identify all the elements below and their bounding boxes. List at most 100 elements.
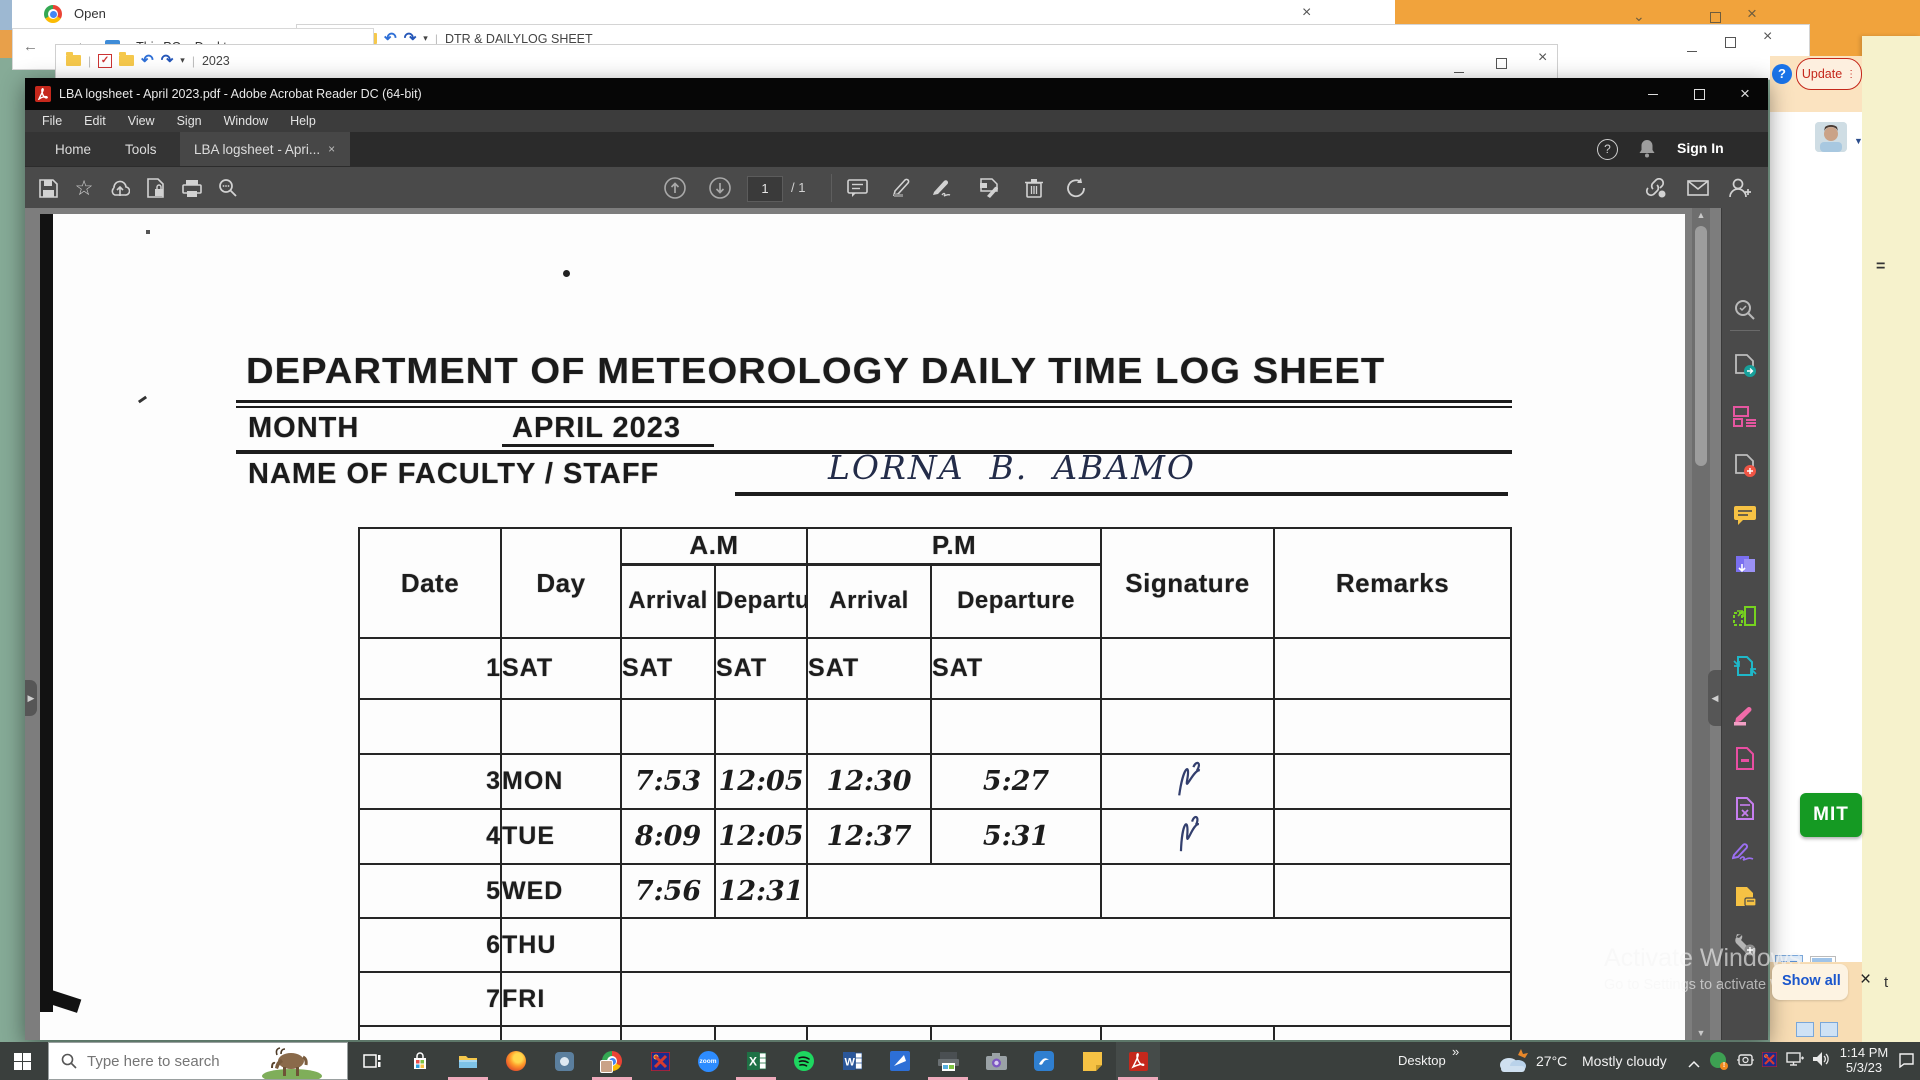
compress-pdf-icon[interactable]	[1722, 648, 1768, 684]
undo-icon[interactable]: ↶	[141, 52, 154, 69]
explorer-dtr-close-button[interactable]: ×	[1763, 28, 1773, 45]
acrobat-help-icon[interactable]: ?	[1597, 139, 1618, 160]
find-search-icon[interactable]	[1722, 292, 1768, 328]
scroll-up-icon[interactable]: ▲	[1696, 210, 1706, 220]
avatar-dropdown-caret-icon[interactable]: ▼	[1854, 136, 1863, 146]
acrobat-minimize-button[interactable]	[1630, 78, 1676, 110]
firefox-icon[interactable]	[494, 1042, 538, 1080]
tab-tools[interactable]: Tools	[125, 141, 157, 157]
sticky-notes-icon[interactable]	[1070, 1042, 1114, 1080]
weather-condition[interactable]: Mostly cloudy	[1582, 1053, 1667, 1069]
printer-scanner-icon[interactable]	[926, 1042, 970, 1080]
action-center-icon[interactable]	[1898, 1052, 1915, 1073]
snip-tray-icon[interactable]	[1737, 1052, 1754, 1073]
word-icon[interactable]: W	[830, 1042, 874, 1080]
menu-help[interactable]: Help	[290, 114, 316, 128]
export-pdf-icon[interactable]	[1722, 348, 1768, 384]
previous-page-icon[interactable]	[658, 167, 692, 209]
acrobat-close-button[interactable]: ×	[1740, 84, 1750, 103]
request-signature-person-icon[interactable]	[1723, 167, 1757, 209]
collapse-tools-pane-button[interactable]: ◀	[1708, 670, 1722, 726]
show-all-link[interactable]: Show all	[1782, 973, 1841, 989]
sign-pen-icon[interactable]	[1722, 834, 1768, 870]
orange-window-close-button[interactable]: ×	[1747, 4, 1757, 23]
chrome-close-button[interactable]: ×	[1302, 4, 1312, 21]
menu-file[interactable]: File	[42, 114, 63, 128]
microsoft-store-icon[interactable]	[398, 1042, 442, 1080]
photos-app-icon[interactable]	[542, 1042, 586, 1080]
submit-button-partial[interactable]: MIT	[1800, 793, 1862, 837]
excel-icon[interactable]: X	[734, 1042, 778, 1080]
show-desktop-label[interactable]: Desktop	[1398, 1053, 1446, 1068]
update-button[interactable]: Update ⋮	[1796, 58, 1862, 90]
expand-left-pane-button[interactable]: ▶	[25, 680, 37, 716]
chrome-profile-icon[interactable]	[590, 1042, 634, 1080]
qat-customize-caret-icon[interactable]: ▾	[180, 55, 185, 65]
orange-window-collapse-icon[interactable]: ⌄	[1633, 8, 1645, 24]
print-icon[interactable]	[175, 167, 209, 209]
undo-icon[interactable]: ↶	[384, 30, 397, 47]
create-pdf-icon[interactable]	[1722, 448, 1768, 484]
acrobat-maximize-button[interactable]	[1676, 78, 1722, 110]
spotify-icon[interactable]	[782, 1042, 826, 1080]
next-page-icon[interactable]	[703, 167, 737, 209]
fill-sign-highlight-icon[interactable]	[1722, 698, 1768, 734]
menu-window[interactable]: Window	[223, 114, 269, 128]
folder-icon[interactable]	[66, 52, 81, 66]
tab-document[interactable]: LBA logsheet - Apri... ×	[180, 132, 350, 166]
redact-pdf-icon[interactable]	[1722, 791, 1768, 827]
redo-icon[interactable]: ↷	[403, 30, 417, 47]
redo-icon[interactable]: ↷	[160, 52, 174, 69]
scan-app-icon[interactable]	[878, 1042, 922, 1080]
fill-sign-icon[interactable]	[927, 167, 961, 209]
x-app-tray-icon[interactable]	[1761, 1051, 1778, 1072]
new-folder-icon[interactable]	[119, 52, 135, 66]
task-view-button[interactable]	[350, 1042, 394, 1080]
camera-app-icon[interactable]	[974, 1042, 1018, 1080]
export-lock-page-icon[interactable]	[139, 167, 173, 209]
tab-home[interactable]: Home	[55, 141, 92, 157]
stamp-icon[interactable]	[972, 167, 1006, 209]
comment-icon[interactable]	[840, 167, 874, 209]
volume-tray-icon[interactable]	[1812, 1051, 1829, 1072]
combine-files-icon[interactable]	[1722, 548, 1768, 584]
taskbar-overflow-chevrons[interactable]: »	[1452, 1044, 1460, 1059]
file-explorer-icon[interactable]	[446, 1042, 490, 1080]
qat-customize-caret-icon[interactable]: ▾	[423, 33, 428, 43]
send-email-icon[interactable]	[1681, 167, 1715, 209]
comment-tool-icon[interactable]	[1722, 498, 1768, 534]
explorer-dtr-maximize-button[interactable]	[1725, 35, 1736, 53]
vertical-scrollbar[interactable]: ▲ ▼	[1692, 208, 1710, 1040]
menu-sign[interactable]: Sign	[176, 114, 202, 128]
scroll-down-icon[interactable]: ▼	[1696, 1028, 1706, 1038]
protect-pdf-icon[interactable]	[1722, 741, 1768, 777]
menu-view[interactable]: View	[127, 114, 155, 128]
organize-pages-icon[interactable]	[1722, 398, 1768, 434]
explorer-2023-maximize-button[interactable]	[1496, 56, 1507, 74]
notifications-bell-icon[interactable]	[1637, 138, 1657, 164]
weather-temperature[interactable]: 27°C	[1536, 1053, 1568, 1069]
show-all-close-icon[interactable]: ×	[1860, 969, 1872, 990]
zoom-icon[interactable]: zoom	[686, 1042, 730, 1080]
network-tray-icon[interactable]	[1786, 1052, 1804, 1072]
explorer-2023-close-button[interactable]: ×	[1538, 49, 1548, 66]
kebab-menu-icon[interactable]: ⋮	[1846, 68, 1857, 80]
highlighter-icon[interactable]	[885, 167, 919, 209]
acrobat-taskbar-icon[interactable]	[1116, 1042, 1160, 1080]
nav-back-icon[interactable]: ←	[23, 38, 38, 55]
antivirus-tray-icon[interactable]: !	[1710, 1052, 1728, 1070]
more-tools-icon[interactable]	[1722, 926, 1768, 962]
search-input[interactable]	[85, 1051, 259, 1071]
favorite-star-icon[interactable]: ☆	[74, 176, 94, 200]
tab-close-icon[interactable]: ×	[328, 142, 336, 156]
explorer-dtr-minimize-button[interactable]	[1687, 39, 1697, 57]
delete-trash-icon[interactable]	[1017, 167, 1051, 209]
avatar[interactable]	[1815, 122, 1847, 152]
edit-pdf-icon[interactable]	[1722, 598, 1768, 634]
menu-edit[interactable]: Edit	[84, 114, 106, 128]
scrollbar-thumb[interactable]	[1695, 226, 1707, 466]
x-weather-app-icon[interactable]	[638, 1042, 682, 1080]
orange-window-maximize-button[interactable]	[1710, 10, 1721, 28]
share-upload-icon[interactable]	[103, 167, 137, 209]
tray-expand-chevron-icon[interactable]	[1688, 1055, 1700, 1073]
